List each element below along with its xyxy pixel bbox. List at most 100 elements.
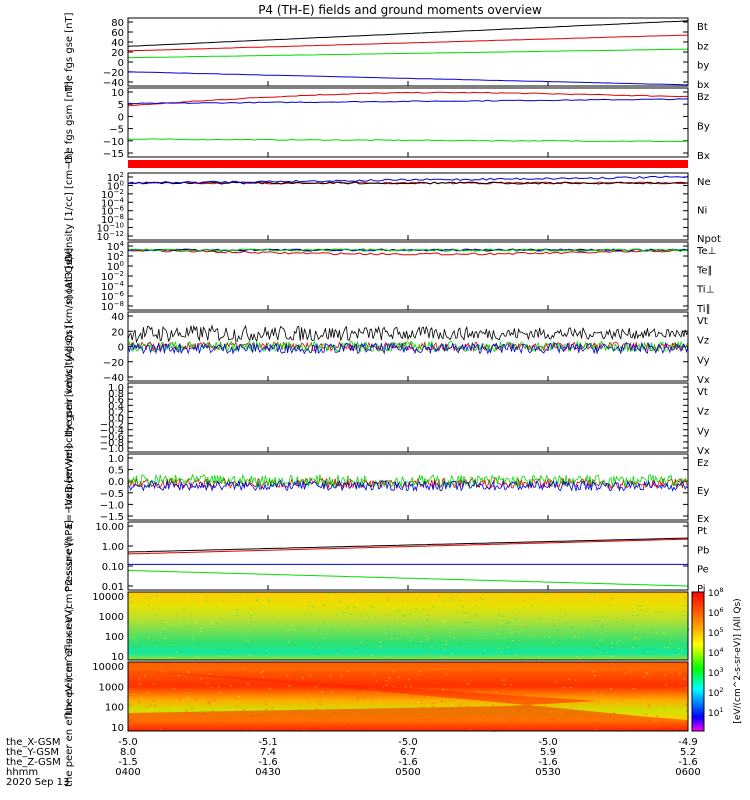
flag-bar bbox=[128, 160, 688, 168]
svg-text:−40: −40 bbox=[103, 373, 124, 384]
panel-ylabel: the peir velocity gsm [km/s] (All Qs) bbox=[64, 256, 75, 437]
y-tick: −40 bbox=[103, 78, 688, 89]
svg-text:10−6: 10−6 bbox=[101, 290, 125, 303]
panel-frame bbox=[127, 661, 689, 732]
series-line bbox=[127, 138, 689, 143]
y-tick: 0 bbox=[118, 112, 688, 123]
svg-text:0.8: 0.8 bbox=[108, 389, 124, 400]
x-row-label: the_Y-GSM bbox=[6, 747, 59, 758]
y-tick: −5 bbox=[109, 125, 688, 136]
svg-text:−1.0: −1.0 bbox=[100, 444, 124, 455]
x-tick-label: -4.9 bbox=[678, 737, 698, 748]
series-line bbox=[127, 20, 689, 47]
legend-entry: Pe bbox=[697, 565, 709, 576]
panel-traces bbox=[128, 662, 690, 732]
svg-text:40: 40 bbox=[111, 38, 124, 49]
y-tick: 0.5 bbox=[108, 466, 688, 477]
svg-text:10: 10 bbox=[111, 723, 124, 734]
figure-title: P4 (TH-E) fields and ground moments over… bbox=[258, 3, 542, 17]
svg-text:104: 104 bbox=[708, 647, 723, 659]
series-line bbox=[127, 181, 689, 185]
panel-traces bbox=[127, 537, 689, 587]
legend-entry: Vx bbox=[697, 446, 710, 457]
panel-6: the peer velocity gsm [km/s] (All Qs) 1.0… bbox=[64, 325, 710, 509]
y-tick: 0.8 bbox=[108, 389, 688, 400]
series-line bbox=[127, 175, 689, 185]
series-line bbox=[127, 340, 689, 354]
svg-text:40: 40 bbox=[111, 312, 124, 323]
legend-entry: Vz bbox=[697, 336, 709, 347]
panel-ylabel: the peer en eflux eV (cm^2-s-sr-eV) bbox=[64, 606, 75, 787]
y-tick: 10−6 bbox=[101, 290, 688, 303]
svg-text:10: 10 bbox=[111, 652, 124, 663]
panel-legend: Bt bz by bx bbox=[697, 22, 709, 91]
svg-text:−20: −20 bbox=[103, 68, 124, 79]
legend-entry: Pi bbox=[697, 584, 706, 595]
x-tick-label: -5.0 bbox=[118, 737, 138, 748]
x-tick-label: -5.0 bbox=[398, 737, 418, 748]
svg-text:108: 108 bbox=[708, 587, 723, 599]
svg-text:100: 100 bbox=[107, 260, 124, 273]
series-line bbox=[127, 98, 689, 105]
svg-text:100: 100 bbox=[107, 179, 124, 192]
y-tick: −0.5 bbox=[100, 489, 688, 500]
series-line bbox=[128, 34, 689, 52]
svg-text:10000: 10000 bbox=[92, 592, 124, 603]
y-tick: 10.00 bbox=[95, 522, 688, 533]
panel-traces bbox=[127, 473, 689, 493]
series-line bbox=[127, 91, 688, 107]
y-tick: 100 bbox=[107, 260, 688, 273]
series-line bbox=[127, 324, 689, 344]
date-label: 2020 Sep 13 bbox=[6, 777, 69, 788]
svg-text:1.0: 1.0 bbox=[108, 454, 124, 465]
panel-frame bbox=[127, 453, 689, 521]
svg-text:1.0: 1.0 bbox=[108, 383, 124, 394]
legend-entry: Bx bbox=[697, 151, 710, 162]
legend-entry: Ti⊥ bbox=[696, 285, 714, 296]
panel-frame bbox=[127, 521, 689, 591]
y-tick: 10−8 bbox=[101, 213, 688, 226]
panel-ylabel: the peer velocity gsm [km/s] (All Qs) bbox=[64, 325, 75, 509]
y-tick: 10−12 bbox=[96, 230, 688, 243]
x-tick-label: -1.6 bbox=[398, 757, 418, 768]
panel-legend: Ez Ey Ex bbox=[697, 458, 709, 525]
y-tick: −1.5 bbox=[100, 512, 688, 523]
svg-text:104: 104 bbox=[107, 240, 125, 253]
y-tick: −20 bbox=[103, 358, 688, 369]
series-line bbox=[127, 479, 689, 493]
y-tick: 40 bbox=[111, 312, 688, 323]
x-tick-label: -5.0 bbox=[538, 737, 558, 748]
panel-ylabel: Pressure [nPa] bbox=[64, 520, 75, 592]
series-line bbox=[127, 569, 689, 587]
y-tick: 10−6 bbox=[101, 205, 688, 218]
panel-frame bbox=[127, 591, 689, 661]
y-tick: 10−4 bbox=[101, 196, 688, 209]
y-tick: 10−2 bbox=[101, 188, 688, 201]
svg-text:10−2: 10−2 bbox=[101, 188, 124, 201]
panel-frame bbox=[127, 87, 689, 158]
svg-text:102: 102 bbox=[107, 250, 124, 263]
svg-text:1000: 1000 bbox=[99, 682, 124, 693]
x-tick-label: 6.7 bbox=[400, 747, 416, 758]
panel-traces bbox=[127, 91, 689, 143]
x-tick-label: -1.6 bbox=[258, 757, 278, 768]
svg-text:105: 105 bbox=[708, 627, 723, 639]
svg-text:−10: −10 bbox=[103, 137, 124, 148]
y-tick: 0.2 bbox=[108, 407, 688, 418]
legend-entry: bx bbox=[697, 80, 709, 91]
series-line bbox=[127, 341, 689, 355]
y-tick: 80 bbox=[111, 18, 688, 29]
svg-text:0.5: 0.5 bbox=[108, 466, 124, 477]
legend-entry: Pt bbox=[697, 526, 707, 537]
series-line bbox=[127, 473, 689, 489]
x-tick-label: 7.4 bbox=[260, 747, 276, 758]
panel-frame bbox=[127, 17, 689, 87]
x-tick-label: 0400 bbox=[115, 767, 140, 778]
svg-text:−15: −15 bbox=[103, 149, 124, 160]
legend-entry: Bz bbox=[697, 92, 709, 103]
panel-traces bbox=[128, 592, 690, 661]
panel-ylabel: the fgs gse [nT] bbox=[64, 12, 75, 91]
panel-legend: Vt Vz Vy Vx bbox=[697, 316, 710, 386]
